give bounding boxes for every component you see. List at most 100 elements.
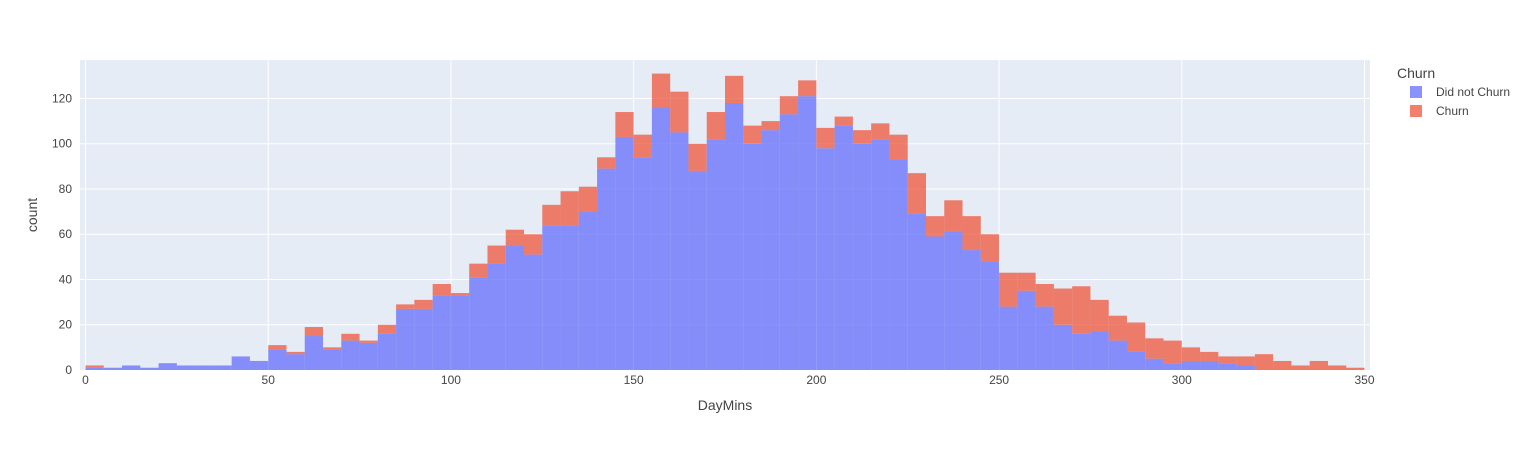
bar-churn[interactable]	[1163, 340, 1182, 364]
bar-churn[interactable]	[779, 96, 799, 115]
bar-churn[interactable]	[1181, 347, 1201, 361]
bar-churn[interactable]	[615, 112, 634, 137]
bar-churn[interactable]	[469, 263, 488, 278]
bar-did-not-churn[interactable]	[286, 354, 305, 370]
bar-did-not-churn[interactable]	[249, 360, 269, 370]
bar-did-not-churn[interactable]	[140, 367, 159, 370]
bar-did-not-churn[interactable]	[1145, 358, 1164, 370]
bar-did-not-churn[interactable]	[944, 231, 963, 370]
bar-churn[interactable]	[889, 134, 908, 160]
bar-did-not-churn[interactable]	[725, 102, 744, 370]
bar-churn[interactable]	[1072, 286, 1091, 334]
bar-did-not-churn[interactable]	[907, 213, 926, 370]
bar-did-not-churn[interactable]	[1072, 333, 1091, 370]
bar-churn[interactable]	[907, 173, 926, 214]
bar-did-not-churn[interactable]	[304, 336, 324, 370]
bar-did-not-churn[interactable]	[341, 340, 360, 370]
bar-did-not-churn[interactable]	[1053, 324, 1073, 370]
bar-churn[interactable]	[560, 191, 579, 226]
bar-churn[interactable]	[1145, 338, 1164, 359]
bar-did-not-churn[interactable]	[158, 363, 177, 370]
bar-did-not-churn[interactable]	[816, 148, 835, 370]
bar-did-not-churn[interactable]	[1218, 363, 1237, 370]
bar-did-not-churn[interactable]	[268, 349, 287, 370]
bar-churn[interactable]	[578, 186, 598, 212]
bar-churn[interactable]	[999, 272, 1018, 307]
bar-churn[interactable]	[871, 123, 890, 140]
bar-churn[interactable]	[341, 333, 360, 341]
bar-churn[interactable]	[725, 75, 744, 103]
bar-did-not-churn[interactable]	[999, 306, 1018, 370]
bar-churn[interactable]	[816, 127, 835, 149]
bar-did-not-churn[interactable]	[597, 168, 616, 370]
bar-churn[interactable]	[487, 245, 506, 264]
bar-did-not-churn[interactable]	[432, 295, 451, 370]
bar-did-not-churn[interactable]	[469, 277, 488, 370]
bar-churn[interactable]	[980, 234, 1000, 262]
bar-did-not-churn[interactable]	[359, 342, 378, 370]
bar-did-not-churn[interactable]	[1126, 351, 1146, 370]
bar-churn[interactable]	[706, 112, 725, 140]
bar-did-not-churn[interactable]	[1090, 331, 1109, 370]
bar-churn[interactable]	[323, 347, 342, 350]
bar-did-not-churn[interactable]	[980, 261, 1000, 370]
bar-did-not-churn[interactable]	[1035, 306, 1054, 370]
bar-churn[interactable]	[432, 284, 451, 296]
bar-did-not-churn[interactable]	[852, 143, 872, 370]
bar-did-not-churn[interactable]	[176, 365, 196, 370]
bar-churn[interactable]	[1017, 272, 1036, 291]
bar-did-not-churn[interactable]	[524, 254, 543, 370]
bar-did-not-churn[interactable]	[1108, 340, 1127, 370]
bar-did-not-churn[interactable]	[962, 250, 981, 370]
bar-did-not-churn[interactable]	[798, 96, 817, 370]
bar-churn[interactable]	[85, 365, 104, 368]
bar-churn[interactable]	[962, 216, 981, 251]
bar-churn[interactable]	[359, 340, 378, 343]
bar-churn[interactable]	[597, 157, 616, 169]
bar-did-not-churn[interactable]	[633, 157, 652, 370]
bar-churn[interactable]	[286, 351, 305, 355]
bar-churn[interactable]	[396, 304, 415, 309]
bar-churn[interactable]	[268, 345, 287, 350]
legend-item[interactable]: Churn	[1410, 104, 1469, 118]
bar-churn[interactable]	[1309, 360, 1328, 370]
bar-churn[interactable]	[1291, 365, 1310, 370]
bar-churn[interactable]	[651, 73, 671, 108]
bar-did-not-churn[interactable]	[761, 130, 780, 370]
bar-churn[interactable]	[1218, 356, 1237, 364]
bar-churn[interactable]	[670, 91, 689, 133]
bar-churn[interactable]	[1273, 360, 1292, 370]
bar-did-not-churn[interactable]	[103, 367, 123, 370]
bar-did-not-churn[interactable]	[688, 170, 707, 370]
bar-did-not-churn[interactable]	[542, 225, 561, 370]
bar-did-not-churn[interactable]	[323, 349, 342, 370]
bar-did-not-churn[interactable]	[122, 365, 141, 370]
bar-did-not-churn[interactable]	[450, 295, 470, 370]
bar-did-not-churn[interactable]	[871, 139, 890, 370]
bar-did-not-churn[interactable]	[195, 365, 214, 370]
bar-churn[interactable]	[1035, 284, 1054, 307]
bar-churn[interactable]	[450, 293, 470, 296]
bar-did-not-churn[interactable]	[505, 245, 525, 370]
bar-did-not-churn[interactable]	[1236, 365, 1255, 370]
bar-churn[interactable]	[925, 216, 945, 237]
bar-did-not-churn[interactable]	[1200, 360, 1219, 370]
legend-item[interactable]: Did not Churn	[1410, 85, 1510, 99]
bar-did-not-churn[interactable]	[414, 308, 433, 370]
bar-did-not-churn[interactable]	[85, 367, 104, 370]
bar-churn[interactable]	[377, 324, 397, 334]
bar-did-not-churn[interactable]	[925, 236, 945, 370]
bar-churn[interactable]	[1108, 315, 1127, 341]
bar-churn[interactable]	[414, 299, 433, 309]
bar-did-not-churn[interactable]	[377, 333, 397, 370]
bar-churn[interactable]	[1327, 365, 1347, 370]
bar-churn[interactable]	[688, 143, 707, 171]
bar-did-not-churn[interactable]	[743, 143, 762, 370]
bar-did-not-churn[interactable]	[779, 114, 799, 370]
bar-churn[interactable]	[524, 234, 543, 255]
bar-did-not-churn[interactable]	[560, 225, 579, 370]
bar-churn[interactable]	[1200, 351, 1219, 361]
bar-churn[interactable]	[944, 200, 963, 232]
bar-churn[interactable]	[1090, 299, 1109, 332]
